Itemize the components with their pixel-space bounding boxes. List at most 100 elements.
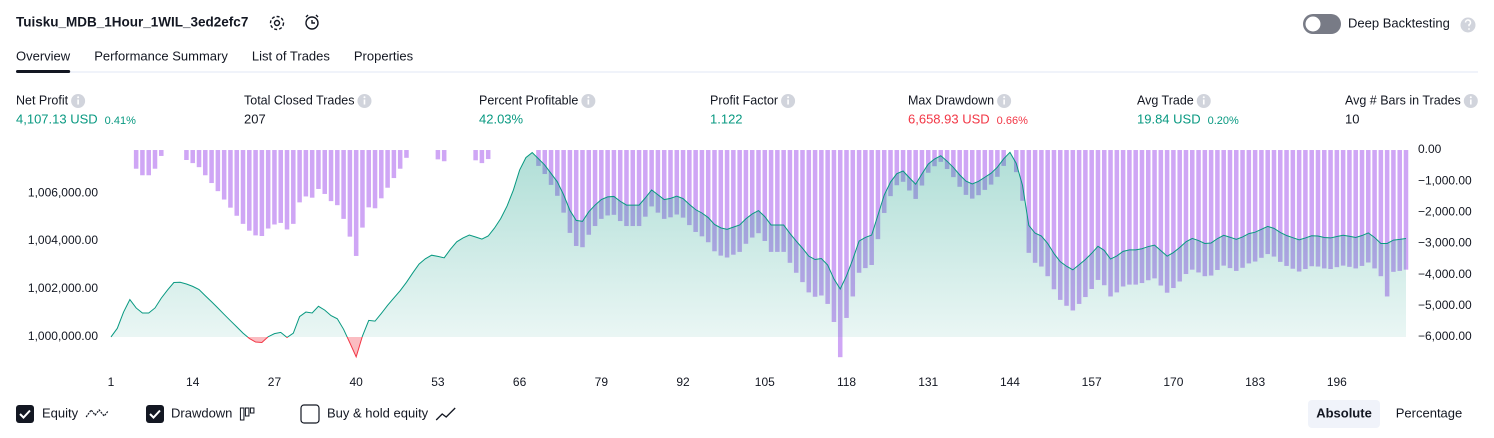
- drawdown-bar: [1020, 150, 1025, 201]
- y2-tick-label: −6,000.00: [1418, 329, 1472, 343]
- drawdown-bar: [1359, 150, 1365, 266]
- drawdown-bar: [944, 150, 950, 170]
- tab[interactable]: Overview: [16, 48, 71, 63]
- x-tick-label: 118: [837, 375, 856, 389]
- drawdown-bar: [1315, 150, 1321, 267]
- drawdown-bar: [1026, 150, 1032, 253]
- info-icon-glyph: [787, 99, 789, 105]
- drawdown-bar: [775, 150, 780, 252]
- drawdown-bar: [1290, 150, 1296, 269]
- drawdown-bar: [932, 150, 937, 167]
- drawdown-bar: [1296, 150, 1302, 272]
- drawdown-bar: [724, 150, 730, 258]
- y2-tick-label: 0.00: [1418, 142, 1442, 156]
- metric-label: Total Closed Trades: [244, 93, 354, 107]
- drawdown-bar: [819, 150, 824, 296]
- x-tick-label: 92: [676, 375, 690, 389]
- scale-button-bg[interactable]: [1308, 400, 1380, 428]
- drawdown-bar: [1083, 150, 1088, 298]
- drawdown-bar: [485, 150, 491, 160]
- drawdown-bar: [837, 150, 843, 358]
- tab[interactable]: Properties: [354, 48, 414, 63]
- drawdown-bar: [1101, 150, 1107, 286]
- drawdown-bar: [335, 150, 340, 206]
- drawdown-bar: [228, 150, 233, 208]
- drawdown-bar: [907, 150, 912, 191]
- drawdown-bar: [1189, 150, 1195, 270]
- y-tick-label: 1,006,000.00: [28, 185, 98, 199]
- buy-hold-checkbox[interactable]: [300, 404, 320, 424]
- metric-value: 1.122: [710, 111, 743, 126]
- equity-icon: [85, 409, 109, 418]
- drawdown-bar: [1372, 150, 1377, 269]
- drawdown-bar: [1057, 150, 1063, 300]
- drawdown-bar: [372, 150, 378, 209]
- metric-percent: 0.20%: [1208, 115, 1239, 127]
- info-icon-glyph: [77, 99, 79, 105]
- metric-value: 42.03%: [479, 111, 524, 126]
- metric-percent: 0.66%: [997, 115, 1028, 127]
- drawdown-bar: [963, 150, 969, 195]
- drawdown-bar: [1032, 150, 1038, 263]
- drawdown-bar: [1133, 150, 1138, 285]
- drawdown-bar: [347, 150, 353, 237]
- legend-label: Drawdown: [171, 405, 232, 420]
- drawdown-bar: [1309, 150, 1314, 267]
- info-icon-glyph: [1003, 99, 1005, 105]
- drawdown-bar: [385, 150, 390, 188]
- drawdown-bar: [1064, 150, 1069, 306]
- drawdown-bar: [473, 150, 478, 161]
- drawdown-bar: [234, 150, 239, 216]
- alert-icon[interactable]: [305, 14, 319, 30]
- drawdown-bar: [1278, 150, 1283, 262]
- drawdown-bar: [1391, 150, 1396, 272]
- drawdown-bar: [328, 150, 334, 202]
- x-tick-label: 66: [513, 375, 527, 389]
- drawdown-bar: [624, 150, 629, 227]
- metric-label: Net Profit: [16, 93, 69, 107]
- drawdown-bar: [680, 150, 686, 218]
- drawdown-bar: [146, 150, 151, 176]
- tab[interactable]: List of Trades: [252, 48, 331, 63]
- drawdown-bar: [793, 150, 799, 273]
- scale-button[interactable]: Percentage: [1396, 405, 1463, 420]
- x-tick-label: 105: [755, 375, 775, 389]
- drawdown-bar: [1108, 150, 1113, 297]
- drawdown-bar: [555, 150, 560, 196]
- drawdown-bar: [1221, 150, 1226, 266]
- equity-checkbox[interactable]: [16, 405, 34, 423]
- deep-backtesting-toggle[interactable]: [1303, 14, 1341, 34]
- drawdown-bar: [913, 150, 918, 199]
- x-tick-label: 131: [918, 375, 938, 389]
- drawdown-bar: [1265, 150, 1270, 255]
- drawdown-icon: [239, 407, 245, 421]
- drawdown-bar: [215, 150, 221, 192]
- drawdown-bar: [253, 150, 258, 236]
- drawdown-checkbox[interactable]: [146, 405, 164, 423]
- drawdown-bar: [322, 150, 328, 194]
- drawdown-bar: [781, 150, 786, 252]
- scale-button[interactable]: Absolute: [1316, 405, 1372, 420]
- tab[interactable]: Performance Summary: [94, 48, 228, 63]
- drawdown-bar: [247, 150, 252, 231]
- drawdown-bar: [441, 150, 447, 162]
- metric-value: 4,107.13 USD: [16, 111, 98, 126]
- x-tick-label: 53: [431, 375, 445, 389]
- y2-tick-label: −5,000.00: [1418, 298, 1472, 312]
- drawdown-bar: [812, 150, 818, 297]
- tab-separator: [16, 71, 1478, 73]
- info-icon-dot: [77, 96, 80, 99]
- info-icon-dot: [1003, 96, 1006, 99]
- drawdown-bar: [1340, 150, 1346, 266]
- drawdown-bar: [592, 150, 598, 227]
- drawdown-bar: [674, 150, 680, 215]
- settings-icon[interactable]: [269, 15, 285, 31]
- drawdown-bar: [366, 150, 372, 208]
- drawdown-bar: [668, 150, 673, 218]
- metric-percent: 0.41%: [105, 115, 136, 127]
- drawdown-bar: [1001, 150, 1006, 166]
- drawdown-bar: [894, 150, 900, 186]
- drawdown-bar: [1246, 150, 1252, 264]
- help-icon[interactable]: [1460, 17, 1476, 33]
